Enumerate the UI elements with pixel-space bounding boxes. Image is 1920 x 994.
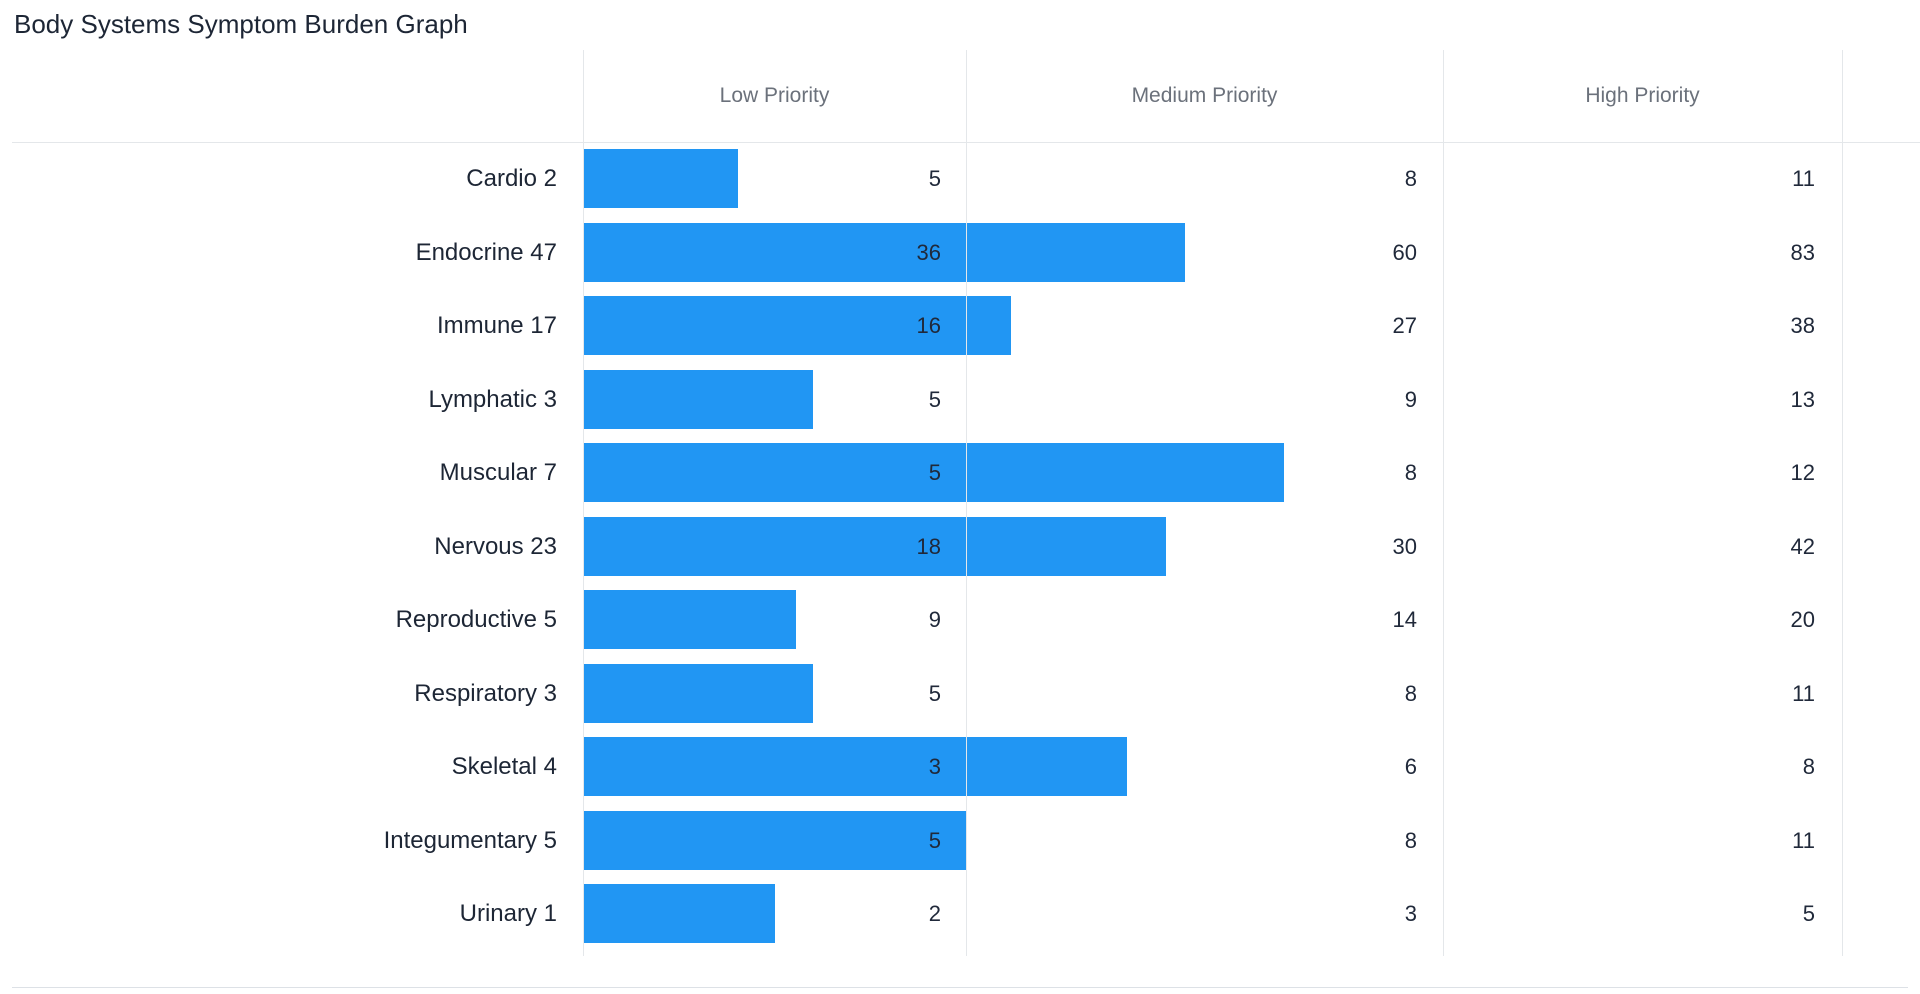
chart-row: Immune 17 16 27 38 xyxy=(0,289,1920,363)
row-label: Lymphatic 3 xyxy=(428,385,557,413)
chart-row: Muscular 7 5 8 12 xyxy=(0,436,1920,510)
column-header-low-priority: Low Priority xyxy=(719,84,830,107)
low-value: 16 xyxy=(916,313,941,338)
high-value: 11 xyxy=(1792,680,1815,706)
row-label: Cardio 2 xyxy=(466,165,557,192)
low-value: 5 xyxy=(928,166,941,191)
low-value: 5 xyxy=(928,680,941,706)
column-header-high-priority: High Priority xyxy=(1585,84,1700,107)
medium-value: 3 xyxy=(1404,901,1417,926)
low-value: 36 xyxy=(916,239,941,265)
grid-vline-4 xyxy=(1842,50,1843,956)
low-value: 18 xyxy=(916,533,941,559)
chart-title: Body Systems Symptom Burden Graph xyxy=(14,9,468,39)
bar xyxy=(584,884,776,943)
row-label: Integumentary 5 xyxy=(383,826,557,854)
medium-value: 14 xyxy=(1392,607,1417,632)
low-value: 2 xyxy=(928,901,941,926)
bar xyxy=(584,296,1011,355)
row-label: Respiratory 3 xyxy=(414,679,557,707)
row-label: Immune 17 xyxy=(436,312,557,339)
bar xyxy=(584,810,966,870)
row-label: Reproductive 5 xyxy=(395,606,557,633)
chart-row: Urinary 1 2 3 5 xyxy=(0,877,1920,951)
medium-value: 8 xyxy=(1404,827,1417,853)
chart-row: Reproductive 5 9 14 20 xyxy=(0,583,1920,657)
high-value: 38 xyxy=(1790,313,1815,338)
chart-row: Cardio 2 5 8 11 xyxy=(0,142,1920,216)
bar xyxy=(584,737,1127,796)
bar xyxy=(584,516,1166,576)
high-value: 42 xyxy=(1790,533,1815,559)
medium-value: 6 xyxy=(1404,754,1417,779)
low-value: 3 xyxy=(928,754,941,779)
column-header-medium-priority: Medium Priority xyxy=(1131,84,1278,107)
bar xyxy=(584,369,814,429)
medium-value: 8 xyxy=(1404,166,1417,191)
high-value: 11 xyxy=(1792,166,1815,191)
row-label: Skeletal 4 xyxy=(451,753,557,780)
high-value: 12 xyxy=(1790,460,1815,485)
low-value: 5 xyxy=(928,827,941,853)
medium-value: 8 xyxy=(1404,460,1417,485)
grid-vline-1 xyxy=(583,50,584,956)
bar xyxy=(584,222,1185,282)
medium-value: 60 xyxy=(1392,239,1417,265)
high-value: 8 xyxy=(1802,754,1815,779)
row-label: Muscular 7 xyxy=(439,459,557,486)
bar xyxy=(584,443,1284,502)
high-value: 20 xyxy=(1790,607,1815,632)
chart-row: Skeletal 4 3 6 8 xyxy=(0,730,1920,804)
row-label: Urinary 1 xyxy=(459,900,557,927)
medium-value: 27 xyxy=(1392,313,1417,338)
row-label: Nervous 23 xyxy=(434,532,557,560)
medium-value: 8 xyxy=(1404,680,1417,706)
row-label: Endocrine 47 xyxy=(415,238,557,266)
chart-rows: Cardio 2 5 8 11 Endocrine 47 36 60 83 Im… xyxy=(0,142,1920,951)
low-value: 9 xyxy=(928,607,941,632)
grid-vline-3 xyxy=(1443,50,1444,956)
chart-row: Integumentary 5 5 8 11 xyxy=(0,804,1920,878)
medium-value: 30 xyxy=(1392,533,1417,559)
bar xyxy=(584,663,814,723)
chart-row: Endocrine 47 36 60 83 xyxy=(0,216,1920,290)
bar xyxy=(584,590,796,649)
medium-value: 9 xyxy=(1404,386,1417,412)
low-value: 5 xyxy=(928,460,941,485)
chart-row: Respiratory 3 5 8 11 xyxy=(0,657,1920,731)
chart-row: Lymphatic 3 5 9 13 xyxy=(0,363,1920,437)
high-value: 5 xyxy=(1802,901,1815,926)
grid-vline-2 xyxy=(966,50,967,956)
high-value: 11 xyxy=(1792,827,1815,853)
low-value: 5 xyxy=(928,386,941,412)
high-value: 13 xyxy=(1790,386,1815,412)
high-value: 83 xyxy=(1790,239,1815,265)
bar xyxy=(584,149,738,208)
bottom-separator-line xyxy=(12,987,1908,988)
chart-row: Nervous 23 18 30 42 xyxy=(0,510,1920,584)
